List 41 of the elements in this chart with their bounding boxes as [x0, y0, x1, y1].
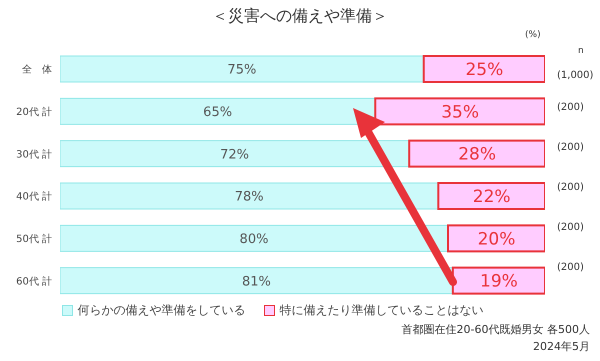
- data-label: 28%: [458, 144, 496, 165]
- text: (1,000): [557, 70, 594, 81]
- data-label: 35%: [441, 102, 480, 122]
- text: 首都圏在住20-60代既婚男女 各500人: [400, 322, 590, 337]
- y-tick-label: 50代 計: [16, 233, 52, 246]
- text: n: [578, 46, 584, 56]
- bar: [452, 266, 545, 295]
- data-label: 65%: [203, 104, 232, 120]
- data-label: 20%: [478, 229, 516, 250]
- y-tick-label: 20代 計: [16, 106, 52, 118]
- data-label: 81%: [242, 274, 271, 290]
- text: (200): [557, 262, 584, 273]
- y-tick-label: 全 体: [22, 64, 52, 76]
- data-label: 19%: [480, 272, 518, 292]
- data-label: 75%: [227, 62, 256, 78]
- legend-label: 何らかの備えや準備をしている: [78, 302, 246, 319]
- data-label: 80%: [240, 232, 268, 247]
- data-label: 78%: [234, 190, 264, 205]
- bar: [60, 267, 454, 294]
- text: (200): [557, 102, 584, 113]
- bar: [422, 55, 545, 83]
- text: (200): [557, 142, 584, 153]
- bar: [60, 140, 410, 168]
- bar: [408, 140, 545, 168]
- data-label: 72%: [220, 147, 250, 162]
- text: 2024年5月: [532, 339, 590, 354]
- text: (%): [525, 30, 541, 40]
- bar: [60, 56, 424, 82]
- data-label: 25%: [465, 60, 504, 80]
- chart-title: ＜災害への備えや準備＞: [211, 6, 389, 27]
- text: (200): [557, 182, 584, 193]
- bar: [437, 182, 545, 210]
- y-tick-label: 60代 計: [16, 275, 52, 288]
- data-label: 22%: [472, 187, 511, 208]
- y-tick-label: 40代 計: [16, 190, 52, 203]
- bar: [60, 182, 439, 210]
- bar: [60, 224, 448, 252]
- legend-label: 特に備えたり準備していることはない: [280, 302, 484, 319]
- text: (200): [557, 222, 584, 233]
- bar: [447, 224, 545, 252]
- y-tick-label: 30代 計: [16, 148, 52, 160]
